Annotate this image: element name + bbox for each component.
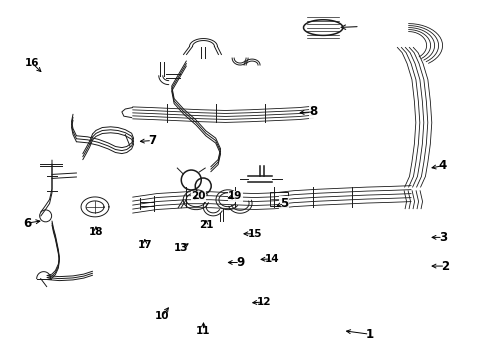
Text: 2: 2 — [441, 260, 449, 273]
Text: 5: 5 — [280, 197, 288, 210]
Text: 21: 21 — [198, 220, 213, 230]
Text: 8: 8 — [309, 105, 318, 118]
Text: 10: 10 — [155, 311, 169, 321]
Text: 1: 1 — [366, 328, 374, 341]
Text: 7: 7 — [148, 134, 156, 147]
Text: 15: 15 — [247, 229, 262, 239]
Text: 16: 16 — [25, 58, 40, 68]
Text: 3: 3 — [439, 231, 447, 244]
FancyBboxPatch shape — [270, 192, 288, 206]
Text: 20: 20 — [191, 191, 206, 201]
Text: 18: 18 — [89, 227, 103, 237]
Text: 6: 6 — [24, 216, 32, 230]
Text: 12: 12 — [257, 297, 272, 307]
Text: 4: 4 — [439, 159, 447, 172]
Text: 17: 17 — [138, 239, 152, 249]
Text: 11: 11 — [196, 325, 211, 336]
Text: 13: 13 — [174, 243, 189, 253]
Text: 14: 14 — [265, 254, 279, 264]
Text: 19: 19 — [228, 191, 243, 201]
Text: 9: 9 — [236, 256, 244, 269]
